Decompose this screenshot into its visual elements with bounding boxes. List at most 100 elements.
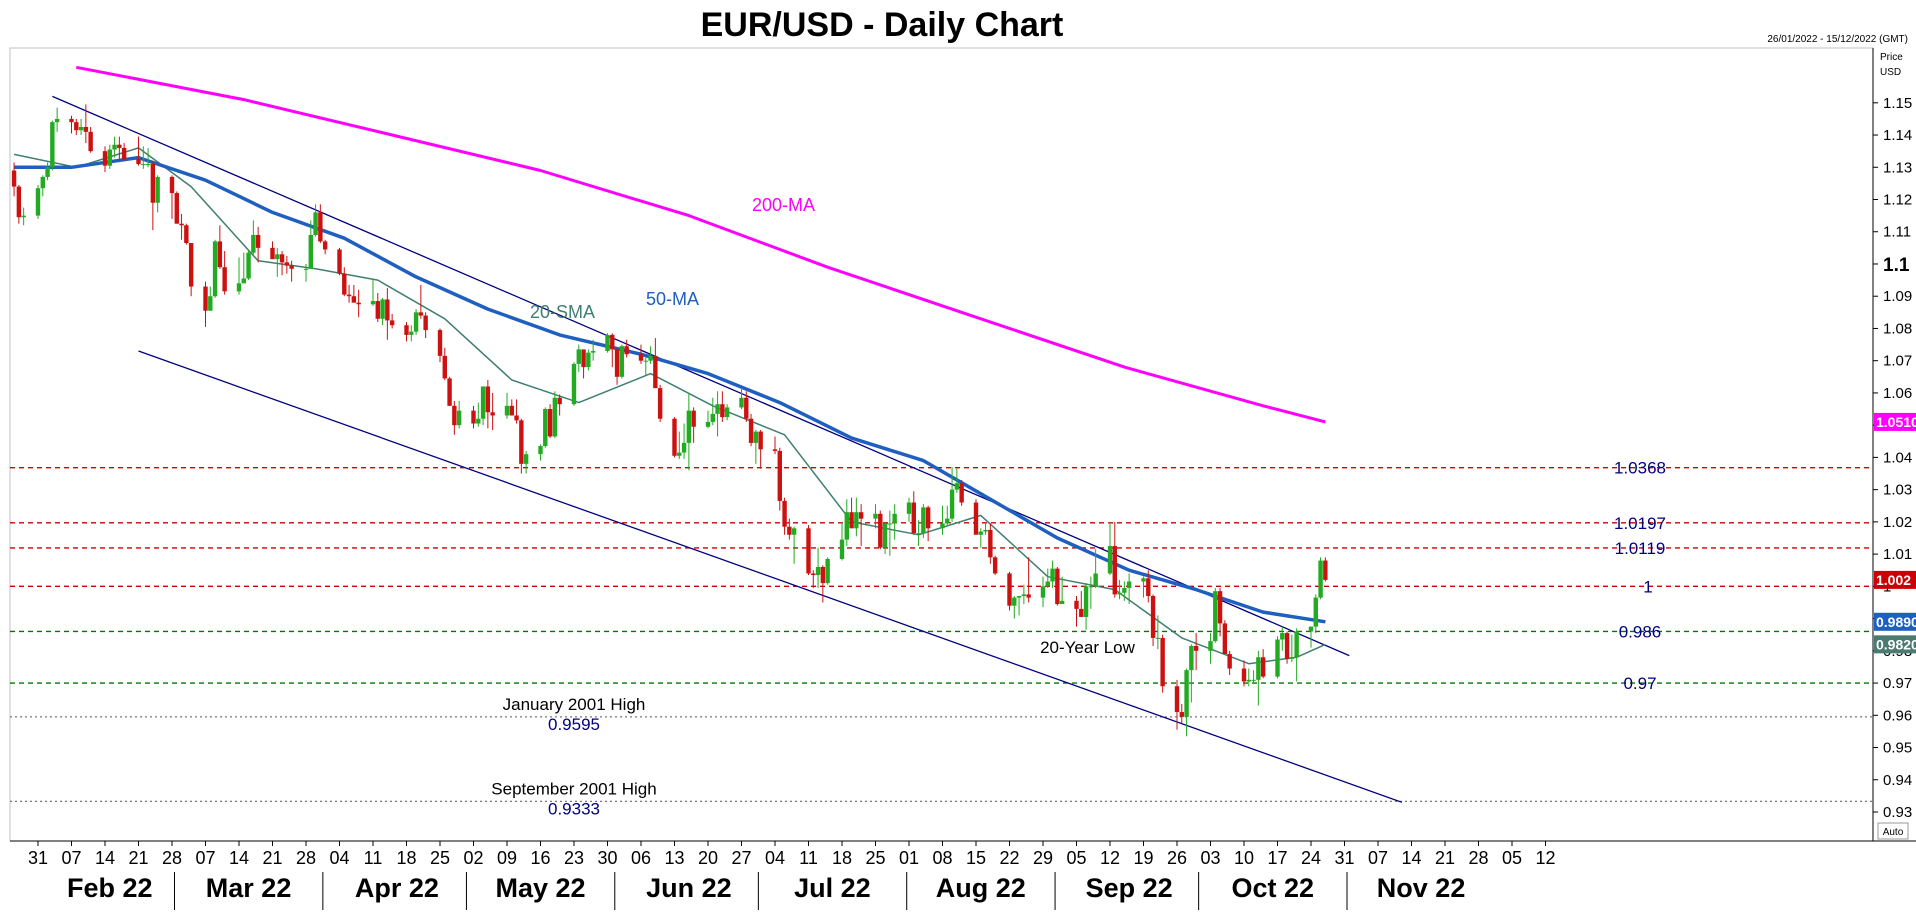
candle-body <box>787 526 792 535</box>
candle-body <box>959 483 964 503</box>
candle-body <box>581 349 586 368</box>
candle-body <box>236 283 242 292</box>
candle-body <box>1308 626 1314 632</box>
chart-title: EUR/USD - Daily Chart <box>701 6 1064 44</box>
candle-body <box>471 410 476 424</box>
candle-body <box>35 188 41 216</box>
price-tick-label: 0.93 <box>1883 804 1912 821</box>
price-tick-label: 1.08 <box>1883 320 1912 337</box>
time-tick-label: 16 <box>530 848 550 868</box>
time-tick-label: 08 <box>932 848 952 868</box>
candle-body <box>1208 641 1213 651</box>
candle-body <box>217 241 223 268</box>
candle-body <box>643 360 648 362</box>
candle-body <box>844 512 849 540</box>
annotation-label: January 2001 High <box>503 695 646 714</box>
candle-body <box>1318 560 1323 598</box>
ma-200-label: 200-MA <box>752 195 815 215</box>
time-tick-label: 21 <box>128 848 148 868</box>
candle-body <box>356 302 361 305</box>
time-axis: 31 07 14 21 28 07 14 21 28 04 11 18 25 02 09 16 23 30 06 13… <box>28 841 1556 910</box>
level-label: 1 <box>1643 577 1652 596</box>
time-tick-label: 02 <box>463 848 483 868</box>
candle-body <box>949 489 955 519</box>
candle-body <box>538 446 543 455</box>
candle-body <box>916 533 921 535</box>
time-tick-label: 04 <box>765 848 785 868</box>
time-tick-label: 22 <box>999 848 1019 868</box>
candle-body <box>476 418 481 424</box>
price-tick-label: 0.95 <box>1883 740 1912 757</box>
candle-body <box>523 454 529 464</box>
candle-body <box>389 320 395 326</box>
annotation-value: 0.9333 <box>548 799 600 818</box>
candle-body <box>748 418 754 443</box>
month-label: Oct 22 <box>1231 873 1314 903</box>
price-tick-label: 1.1 <box>1883 255 1910 276</box>
candle-body <box>1294 631 1299 658</box>
candle-body <box>456 410 462 426</box>
candle-body <box>145 164 151 166</box>
month-label: Aug 22 <box>936 873 1026 903</box>
candle-body <box>892 513 897 524</box>
candle-body <box>1150 596 1156 638</box>
candle-body <box>911 502 916 534</box>
ma-200-line <box>76 65 1326 424</box>
candle-body <box>791 528 797 535</box>
candle-body <box>1045 581 1050 587</box>
candle-body <box>1079 608 1084 617</box>
candle-body <box>1179 712 1184 717</box>
candle-body <box>681 442 687 453</box>
sma-20-line <box>13 147 1326 665</box>
candle-body <box>208 296 213 311</box>
time-tick-label: 27 <box>731 848 751 868</box>
time-tick-label: 18 <box>396 848 416 868</box>
candle-body <box>184 225 189 244</box>
candle-body <box>404 325 409 335</box>
candle-body <box>1174 686 1180 713</box>
candle-body <box>1275 639 1280 677</box>
candle-body <box>1016 596 1022 598</box>
candle-body <box>270 247 275 260</box>
candle-body <box>107 149 112 166</box>
auto-scale-label: Auto <box>1883 827 1904 838</box>
candle-body <box>1289 657 1295 659</box>
month-label: Sep 22 <box>1086 873 1173 903</box>
candle-body <box>954 483 960 490</box>
candle-body <box>610 334 615 350</box>
candle-body <box>1112 546 1117 595</box>
upper-channel-line <box>52 95 1350 657</box>
candle-body <box>375 301 380 319</box>
price-tick-label: 1.15 <box>1883 95 1912 112</box>
auto-scale-button[interactable] <box>1877 822 1909 840</box>
candle-body <box>1313 597 1318 627</box>
candle-body <box>1227 654 1232 669</box>
ma-50-value-tag: 0.9890 <box>1876 614 1916 630</box>
month-label: Mar 22 <box>206 873 292 903</box>
candle-body <box>777 450 782 501</box>
candle-body <box>16 186 22 218</box>
level-label: 1.0119 <box>1615 539 1666 558</box>
sma-20-label: 20-SMA <box>530 302 595 322</box>
time-tick-label: 10 <box>1234 848 1254 868</box>
candle-body <box>437 330 443 356</box>
candle-body <box>212 241 218 297</box>
candle-body <box>571 363 577 405</box>
candle-body <box>973 502 979 535</box>
candle-body <box>69 118 74 123</box>
candle-body <box>1026 594 1031 598</box>
candle-body <box>772 449 778 451</box>
time-tick-label: 19 <box>1133 848 1153 868</box>
price-tick-label: 1.12 <box>1883 192 1912 209</box>
time-tick-label: 14 <box>95 848 115 868</box>
candle-body <box>337 249 342 274</box>
candle-body <box>686 410 692 443</box>
time-tick-label: 26 <box>1167 848 1187 868</box>
month-label: Jul 22 <box>794 873 871 903</box>
candle-body <box>758 431 763 450</box>
level-label: 0.986 <box>1619 622 1662 641</box>
candle-body <box>117 144 122 148</box>
time-tick-label: 05 <box>1066 848 1086 868</box>
time-tick-label: 03 <box>1200 848 1220 868</box>
